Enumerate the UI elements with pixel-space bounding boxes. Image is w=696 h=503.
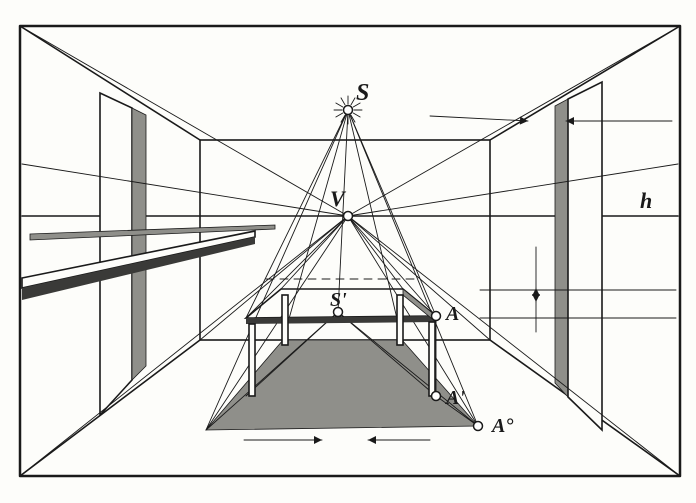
perspective-diagram: S V S' A A' A° h bbox=[0, 0, 696, 503]
point-V bbox=[344, 212, 353, 221]
label-V: V bbox=[330, 186, 347, 211]
label-S2: S' bbox=[330, 289, 347, 311]
point-A1 bbox=[432, 392, 441, 401]
point-A0 bbox=[474, 422, 483, 431]
label-A: A bbox=[444, 303, 459, 325]
label-h: h bbox=[640, 188, 652, 213]
label-S: S bbox=[356, 80, 369, 106]
point-S bbox=[344, 106, 353, 115]
point-A bbox=[432, 312, 441, 321]
label-A1: A' bbox=[444, 387, 465, 409]
label-A0: A° bbox=[490, 415, 513, 437]
